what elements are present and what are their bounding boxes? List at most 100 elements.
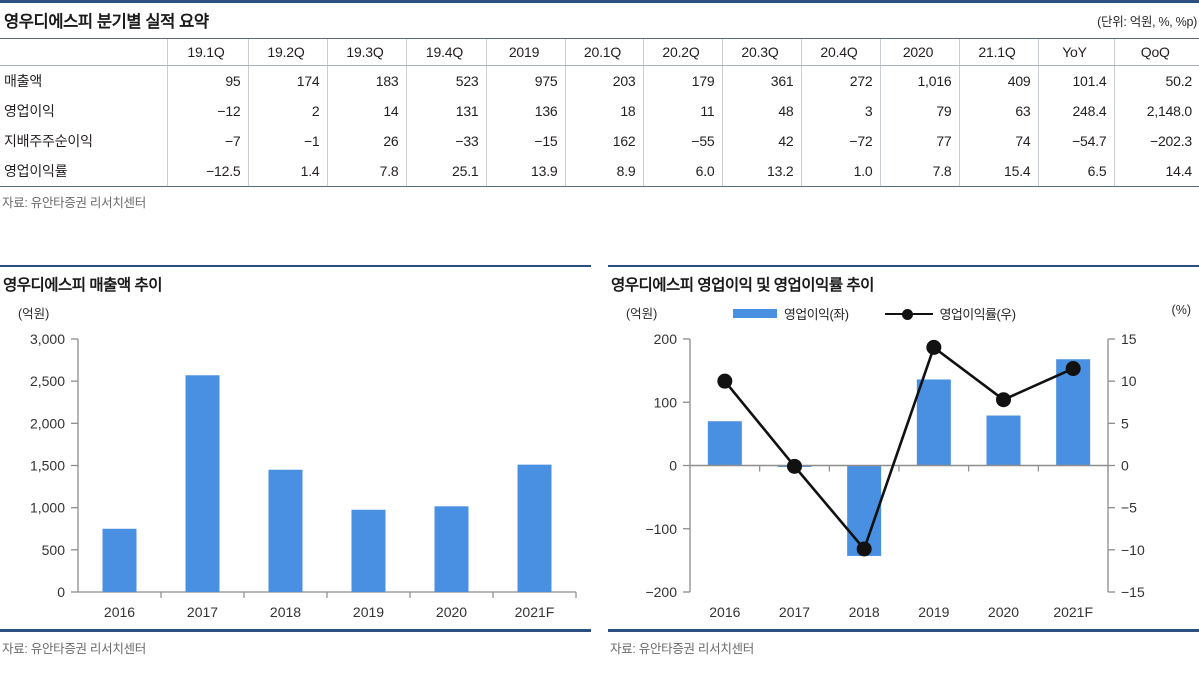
table-cell: 63 xyxy=(958,96,1038,126)
right-chart-panel: 영우디에스피 영업이익 및 영업이익률 추이 (억원) 영업이익(좌) 영업이익… xyxy=(608,265,1199,657)
col-header-20.1Q: 20.1Q xyxy=(564,38,643,66)
col-header-2019: 2019 xyxy=(485,38,565,66)
table-cell: −7 xyxy=(166,126,248,156)
y-right-tick-label: 5 xyxy=(1121,416,1129,432)
table-cell: −15 xyxy=(485,126,565,156)
x-tick-label: 2021F xyxy=(1053,604,1093,620)
x-tick-label: 2017 xyxy=(187,604,218,620)
table-cell: 162 xyxy=(564,126,643,156)
y-right-tick-label: −5 xyxy=(1121,500,1137,516)
row-label: 영업이익 xyxy=(4,103,55,119)
table-cell: 523 xyxy=(405,65,486,96)
table-cell: 74 xyxy=(958,126,1038,156)
bar-2019 xyxy=(351,510,386,593)
table-cell: −12 xyxy=(166,96,248,126)
table-cell: 361 xyxy=(721,65,801,96)
row-label: 영업이익률 xyxy=(0,156,167,187)
right-chart-title: 영우디에스피 영업이익 및 영업이익률 추이 xyxy=(611,277,874,295)
operating-profit-svg: −200 −100 0 100 200 −15 −10 −5 0 5 10 15 2016 2017 201… xyxy=(645,331,1145,620)
col-header-19.2Q: 19.2Q xyxy=(247,38,327,66)
table-cell: 1.4 xyxy=(247,156,327,187)
x-tick-label: 2017 xyxy=(779,604,810,620)
right-chart-unit-row: (억원) 영업이익(좌) 영업이익률(우) (%) xyxy=(608,297,1199,327)
x-tick-label: 2019 xyxy=(918,604,949,620)
table-cell: 26 xyxy=(326,126,406,156)
bar-2021F xyxy=(517,465,552,593)
table-cell: 77 xyxy=(879,126,959,156)
col-header-YoY: YoY xyxy=(1037,38,1114,66)
y-right-tick-label: 15 xyxy=(1121,331,1137,347)
table-cell: −12.5 xyxy=(166,156,248,187)
left-chart-unit-label: (억원) xyxy=(18,307,50,322)
table-cell: 7.8 xyxy=(326,156,406,187)
legend-bar-swatch-icon xyxy=(733,309,777,319)
table-cell: 8.9 xyxy=(564,156,643,187)
col-header-20.2Q: 20.2Q xyxy=(642,38,722,66)
y-tick-label: 1,000 xyxy=(30,500,65,516)
right-chart-legend: 영업이익(좌) 영업이익률(우) xyxy=(733,304,1016,323)
right-panel-accent-rule xyxy=(608,265,1199,268)
col-header-2020: 2020 xyxy=(879,38,959,66)
table-cell: 79 xyxy=(879,96,959,126)
y-tick-label: 500 xyxy=(42,542,66,558)
right-panel-bottom-rule xyxy=(608,629,1199,632)
table-cell: 25.1 xyxy=(405,156,486,187)
table-row: 매출액 95 174 183 523 975 203 179 361 272 1,016 409 101… xyxy=(0,65,1199,96)
table-cell: 179 xyxy=(642,65,722,96)
table-cell: 18 xyxy=(564,96,643,126)
table-cell: 2,148.0 xyxy=(1113,96,1199,126)
table-cell: 975 xyxy=(485,65,565,96)
line-marker-2018 xyxy=(856,541,872,557)
left-panel-accent-rule xyxy=(0,265,591,268)
margin-line xyxy=(723,345,1074,552)
operating-profit-chart: −200 −100 0 100 200 −15 −10 −5 0 5 10 15 2016 2017 201… xyxy=(608,327,1199,627)
x-tick-label: 2019 xyxy=(353,604,384,620)
table-cell: −54.7 xyxy=(1037,126,1114,156)
table-cell: 136 xyxy=(485,96,565,126)
y-left-tick-label: −100 xyxy=(645,521,677,537)
bar-2018 xyxy=(268,470,303,593)
bar-2019 xyxy=(916,379,951,466)
table-cell: 203 xyxy=(564,65,643,96)
table-cell: −72 xyxy=(800,126,880,156)
y-right-tick-label: −15 xyxy=(1121,584,1145,600)
x-tick-label: 2016 xyxy=(709,604,740,620)
table-cell: 101.4 xyxy=(1037,65,1114,96)
col-header-20.3Q: 20.3Q xyxy=(721,38,801,66)
row-label: 매출액 xyxy=(4,73,43,89)
table-body: 매출액 95 174 183 523 975 203 179 361 272 1,016 409 101… xyxy=(0,65,1199,187)
line-marker-2019 xyxy=(926,340,942,356)
row-label: 지배주주순이익 xyxy=(4,133,93,149)
table-title: 영우디에스피 분기별 실적 요약 xyxy=(4,13,209,31)
table-source-note: 자료: 유안타증권 리서치센터 xyxy=(2,196,146,210)
right-chart-unit-left-label: (억원) xyxy=(626,307,658,322)
table-cell: 131 xyxy=(405,96,486,126)
y-tick-label: 2,000 xyxy=(30,416,65,432)
x-tick-label: 2020 xyxy=(436,604,467,620)
right-chart-source-note: 자료: 유안타증권 리서치센터 xyxy=(610,641,754,656)
table-column-header-row: 19.1Q 19.2Q 19.3Q 19.4Q 2019 20.1Q 20.2Q 20.3Q 2… xyxy=(0,38,1199,66)
x-tick-label: 2021F xyxy=(515,604,555,620)
line-marker-2016 xyxy=(717,374,733,390)
table-cell: 174 xyxy=(247,65,327,96)
line-marker-2021F xyxy=(1065,361,1081,377)
table-cell: 15.4 xyxy=(958,156,1038,187)
x-tick-label: 2018 xyxy=(849,604,880,620)
y-tick-label: 2,500 xyxy=(30,374,65,390)
table-header-row: 영우디에스피 분기별 실적 요약 (단위: 억원, %, %p) xyxy=(0,3,1199,38)
legend-line-label: 영업이익률(우) xyxy=(939,307,1016,323)
x-tick-label: 2020 xyxy=(988,604,1019,620)
table-cell: −33 xyxy=(405,126,486,156)
table-cell: 13.2 xyxy=(721,156,801,187)
table-cell: −202.3 xyxy=(1113,126,1199,156)
left-chart-panel: 영우디에스피 매출액 추이 (억원) 0 500 1,000 1,500 2,000 2,… xyxy=(0,265,591,657)
y-right-tick-label: 10 xyxy=(1121,374,1137,390)
col-header-blank xyxy=(0,38,167,66)
table-cell: 95 xyxy=(166,65,248,96)
left-chart-source-note: 자료: 유안타증권 리서치센터 xyxy=(2,641,146,656)
left-panel-bottom-rule xyxy=(0,629,591,632)
table-cell: 248.4 xyxy=(1037,96,1114,126)
legend-item-line: 영업이익률(우) xyxy=(884,304,1016,323)
x-tick-label: 2018 xyxy=(270,604,301,620)
table-cell: 48 xyxy=(721,96,801,126)
